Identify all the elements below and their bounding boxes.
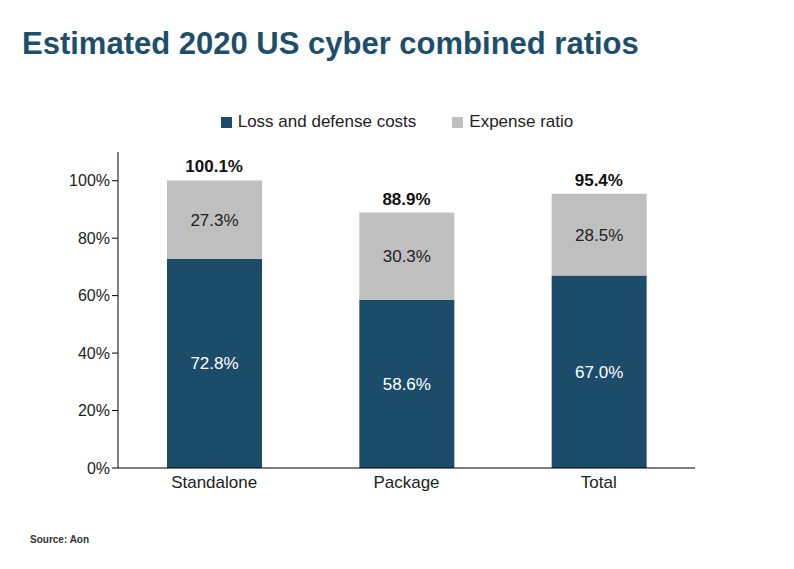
- svg-text:0%: 0%: [87, 460, 110, 477]
- svg-text:88.9%: 88.9%: [382, 190, 430, 209]
- svg-text:30.3%: 30.3%: [383, 247, 431, 266]
- svg-text:40%: 40%: [78, 345, 110, 362]
- svg-text:95.4%: 95.4%: [575, 171, 623, 190]
- svg-text:100.1%: 100.1%: [185, 157, 243, 176]
- svg-text:20%: 20%: [78, 402, 110, 419]
- svg-text:27.3%: 27.3%: [190, 211, 238, 230]
- html-text:Expense ratio: Expense ratio: [469, 112, 574, 131]
- svg-text:80%: 80%: [78, 230, 110, 247]
- svg-text:67.0%: 67.0%: [575, 363, 623, 382]
- svg-text:58.6%: 58.6%: [383, 375, 431, 394]
- svg-text:60%: 60%: [78, 287, 110, 304]
- svg-text:Standalone: Standalone: [171, 473, 257, 492]
- svg-text:28.5%: 28.5%: [575, 226, 623, 245]
- html-text:Source: Aon: Source: Aon: [30, 534, 90, 545]
- svg-text:Total: Total: [581, 473, 617, 492]
- svg-text:Package: Package: [373, 473, 439, 492]
- svg-text:72.8%: 72.8%: [190, 354, 238, 373]
- svg-text:100%: 100%: [69, 172, 110, 189]
- html-text:Loss and defense costs: Loss and defense costs: [237, 112, 417, 131]
- html-text:Estimated 2020 US cyber combin: Estimated 2020 US cyber combined ratios: [22, 26, 639, 61]
